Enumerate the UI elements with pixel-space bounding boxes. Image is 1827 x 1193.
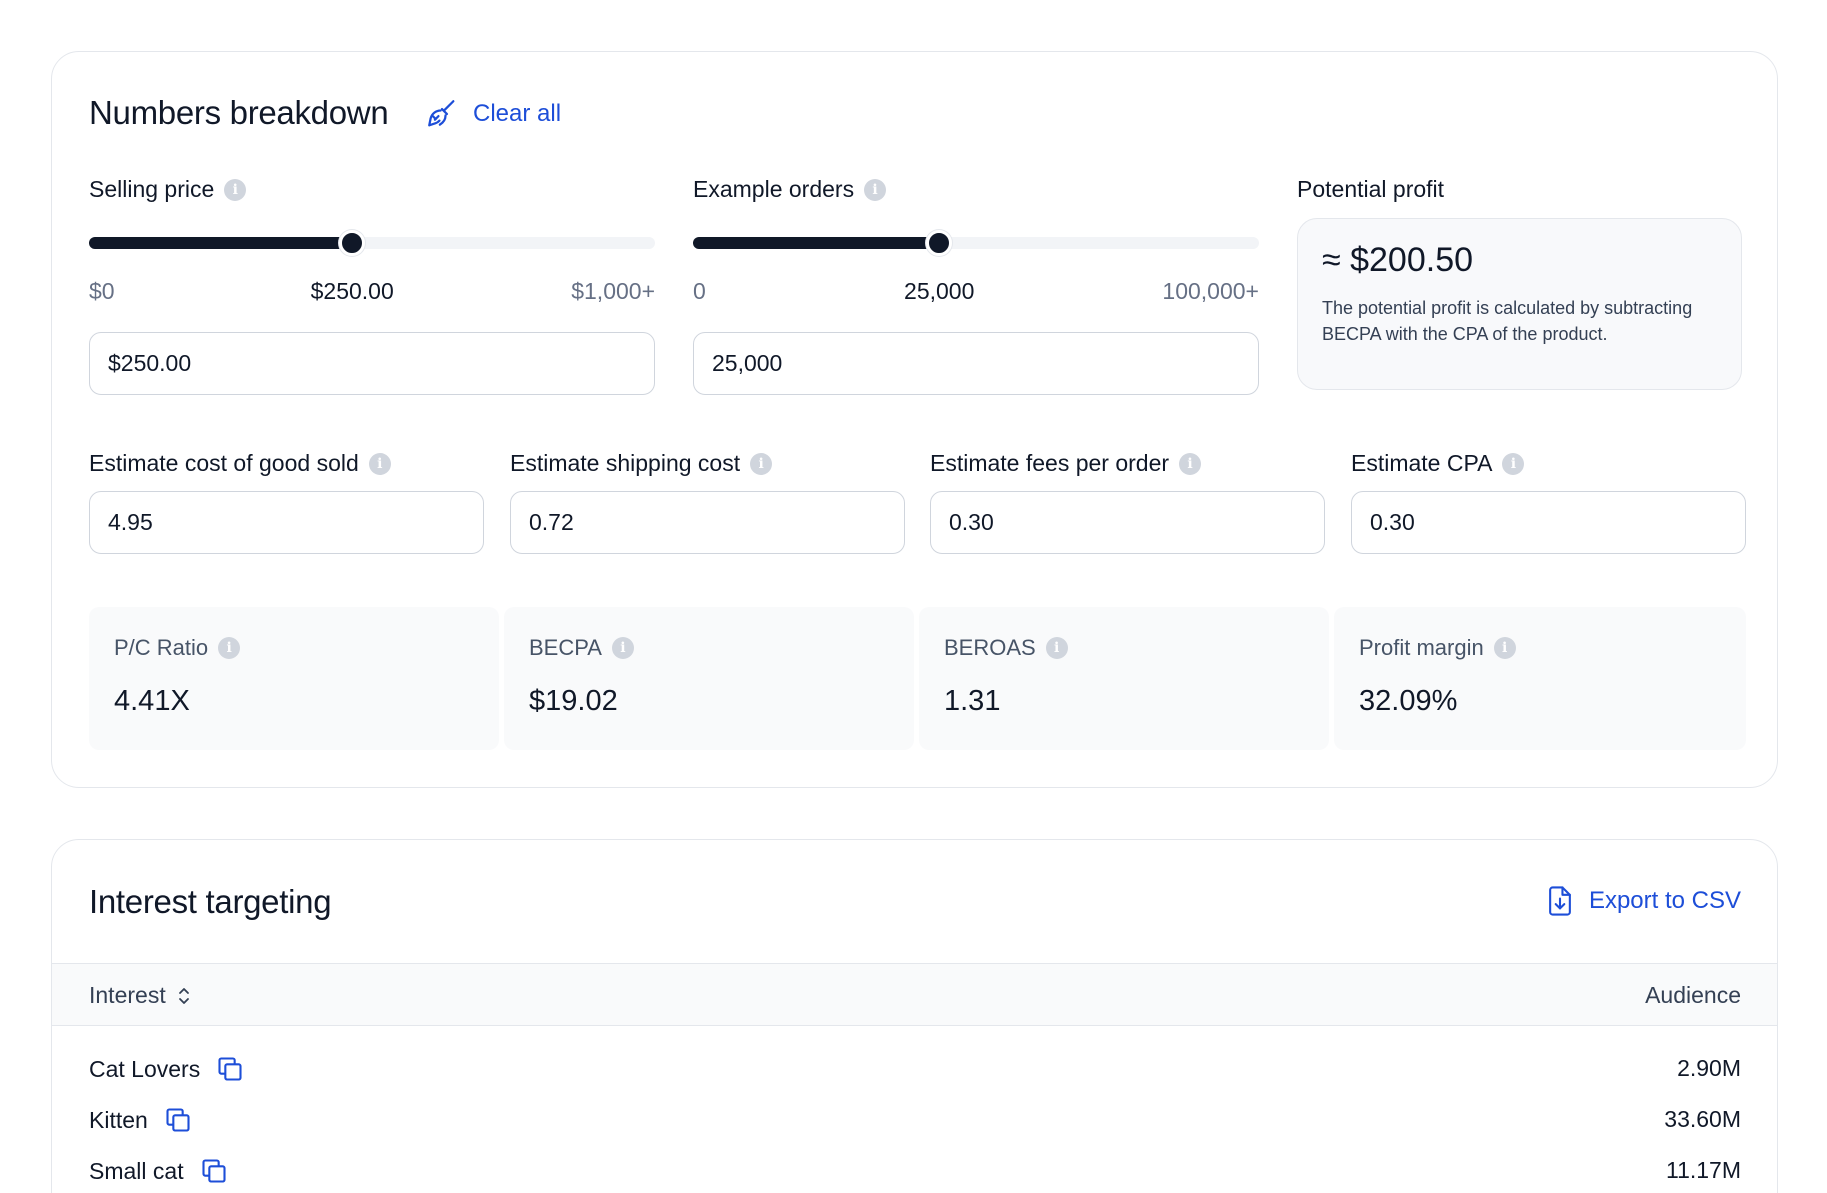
metric-becpa-value: $19.02 <box>529 685 618 717</box>
metric-pc-ratio: P/C Ratio i 4.41X <box>89 607 499 750</box>
cogs-label: Estimate cost of good sold i <box>89 450 391 477</box>
fees-per-order-input[interactable]: 0.30 <box>930 491 1325 554</box>
info-icon[interactable]: i <box>1493 637 1516 659</box>
example-orders-slider-thumb[interactable] <box>926 230 953 256</box>
table-row: Kitten 33.60M <box>52 1100 1777 1140</box>
metric-beroas-label-text: BEROAS <box>944 635 1036 660</box>
estimate-cpa-label-text: Estimate CPA <box>1351 450 1493 476</box>
selling-price-slider-fill <box>89 237 353 249</box>
numbers-breakdown-title: Numbers breakdown <box>89 94 389 131</box>
interest-column-label: Interest <box>89 982 166 1008</box>
audience-column-header: Audience <box>1645 982 1741 1008</box>
info-icon[interactable]: i <box>1179 452 1202 475</box>
table-row: Cat Lovers 2.90M <box>52 1049 1777 1089</box>
selling-price-input[interactable]: $250.00 <box>89 332 655 395</box>
info-icon[interactable]: i <box>611 637 634 659</box>
selling-price-label-text: Selling price <box>89 176 215 202</box>
metric-becpa-label-text: BECPA <box>529 635 602 660</box>
example-orders-max: 100,000+ <box>1162 278 1259 304</box>
shipping-cost-label: Estimate shipping cost i <box>510 450 773 477</box>
selling-price-slider[interactable] <box>89 230 655 256</box>
potential-profit-label: Potential profit <box>1297 176 1445 202</box>
fees-per-order-label: Estimate fees per order i <box>930 450 1202 477</box>
metric-profit-margin-value: 32.09% <box>1359 685 1458 717</box>
info-icon[interactable]: i <box>864 178 887 201</box>
fees-per-order-input-value: 0.30 <box>949 509 994 535</box>
table-row: Small cat 11.17M <box>52 1151 1777 1191</box>
example-orders-min: 0 <box>693 278 706 304</box>
interest-cell: Kitten <box>89 1106 192 1134</box>
info-icon[interactable]: i <box>218 637 241 659</box>
interest-targeting-title: Interest targeting <box>89 883 332 920</box>
example-orders-label: Example orders i <box>693 176 887 203</box>
interest-name: Kitten <box>89 1106 148 1133</box>
numbers-breakdown-card: Numbers breakdown Clear all Selling pric… <box>51 51 1778 788</box>
shipping-cost-label-text: Estimate shipping cost <box>510 450 741 476</box>
sort-icon[interactable] <box>176 985 192 1007</box>
selling-price-scale: $0 $250.00 $1,000+ <box>89 278 655 308</box>
selling-price-min: $0 <box>89 278 115 304</box>
interest-targeting-card: Interest targeting Export to CSV Interes… <box>51 839 1778 1193</box>
audience-cell: 33.60M <box>1664 1106 1741 1132</box>
clear-all-button[interactable]: Clear all <box>425 94 561 134</box>
audience-cell: 2.90M <box>1677 1055 1741 1081</box>
metric-profit-margin-label: Profit margin i <box>1359 635 1516 661</box>
clear-all-label: Clear all <box>473 100 562 127</box>
metric-beroas-value: 1.31 <box>944 685 1001 717</box>
shipping-cost-input[interactable]: 0.72 <box>510 491 905 554</box>
metric-becpa: BECPA i $19.02 <box>504 607 914 750</box>
metric-pc-ratio-label: P/C Ratio i <box>114 635 241 661</box>
selling-price-max: $1,000+ <box>571 278 655 304</box>
table-header: Interest Audience <box>52 963 1777 1026</box>
fees-per-order-label-text: Estimate fees per order <box>930 450 1170 476</box>
cogs-input[interactable]: 4.95 <box>89 491 484 554</box>
metric-beroas-label: BEROAS i <box>944 635 1068 661</box>
metric-pc-ratio-value: 4.41X <box>114 685 190 717</box>
info-icon[interactable]: i <box>1502 452 1525 475</box>
interest-cell: Small cat <box>89 1157 228 1185</box>
selling-price-current: $250.00 <box>310 278 394 304</box>
example-orders-input[interactable]: 25,000 <box>693 332 1259 395</box>
interest-name: Cat Lovers <box>89 1055 201 1082</box>
metric-pc-ratio-label-text: P/C Ratio <box>114 635 209 660</box>
interest-cell: Cat Lovers <box>89 1055 244 1083</box>
example-orders-current: 25,000 <box>904 278 975 304</box>
potential-profit-box: ≈ $200.50 The potential profit is calcul… <box>1297 218 1742 390</box>
example-orders-slider[interactable] <box>693 230 1259 256</box>
audience-cell: 11.17M <box>1665 1157 1741 1183</box>
cogs-label-text: Estimate cost of good sold <box>89 450 359 476</box>
export-csv-label: Export to CSV <box>1588 887 1741 914</box>
selling-price-slider-thumb[interactable] <box>339 230 366 256</box>
shipping-cost-input-value: 0.72 <box>529 509 574 535</box>
example-orders-label-text: Example orders <box>693 176 855 202</box>
selling-price-input-value: $250.00 <box>108 350 192 376</box>
info-icon[interactable]: i <box>224 178 247 201</box>
interest-name: Small cat <box>89 1157 184 1184</box>
metric-beroas: BEROAS i 1.31 <box>919 607 1329 750</box>
example-orders-input-value: 25,000 <box>712 350 783 376</box>
interest-column-header[interactable]: Interest <box>89 982 192 1009</box>
file-export-icon <box>1549 886 1571 916</box>
estimate-cpa-input-value: 0.30 <box>1370 509 1415 535</box>
estimate-cpa-label: Estimate CPA i <box>1351 450 1525 477</box>
metric-profit-margin: Profit margin i 32.09% <box>1334 607 1746 750</box>
info-icon[interactable]: i <box>750 452 773 475</box>
copy-icon[interactable] <box>200 1157 228 1185</box>
info-icon[interactable]: i <box>1045 637 1068 659</box>
export-csv-button[interactable]: Export to CSV <box>1545 885 1741 917</box>
example-orders-scale: 0 25,000 100,000+ <box>693 278 1259 308</box>
broom-icon <box>428 100 455 127</box>
selling-price-label: Selling price i <box>89 176 247 203</box>
estimate-cpa-input[interactable]: 0.30 <box>1351 491 1746 554</box>
copy-icon[interactable] <box>216 1055 244 1083</box>
potential-profit-value: ≈ $200.50 <box>1322 241 1474 279</box>
info-icon[interactable]: i <box>368 452 391 475</box>
metric-profit-margin-label-text: Profit margin <box>1359 635 1484 660</box>
potential-profit-description: The potential profit is calculated by su… <box>1322 298 1693 344</box>
copy-icon[interactable] <box>164 1106 192 1134</box>
cogs-input-value: 4.95 <box>108 509 153 535</box>
example-orders-slider-fill <box>693 237 940 249</box>
metric-becpa-label: BECPA i <box>529 635 634 661</box>
